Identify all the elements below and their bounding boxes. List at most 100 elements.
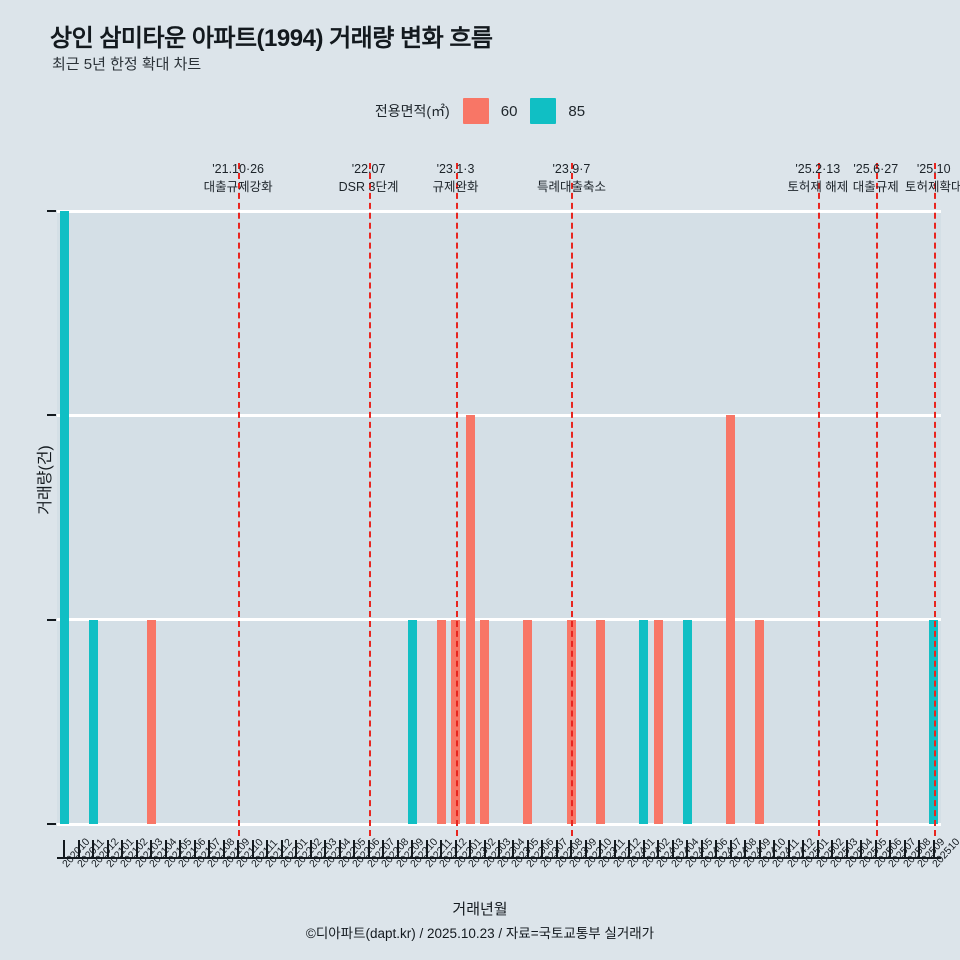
x-tick-mark <box>498 840 500 857</box>
legend-label-60: 60 <box>500 102 518 120</box>
legend-item-85[interactable]: 85 <box>530 98 585 124</box>
bar[interactable] <box>653 619 663 824</box>
annotation-line <box>933 163 936 836</box>
annotation-text: DSR 3단계 <box>338 180 399 195</box>
x-tick-mark <box>903 840 906 857</box>
x-axis-label: 거래년월 <box>452 901 508 918</box>
bar[interactable] <box>755 619 765 824</box>
x-tick-mark <box>570 840 573 857</box>
x-tick-mark <box>802 840 805 857</box>
x-tick-mark <box>512 840 515 857</box>
x-tick-mark <box>671 840 674 857</box>
annotation-line <box>875 163 878 836</box>
x-tick-mark <box>338 840 341 857</box>
x-tick-mark <box>729 840 732 857</box>
x-tick-mark <box>237 840 240 857</box>
x-tick-mark <box>63 840 66 857</box>
bar[interactable] <box>465 415 475 824</box>
x-tick-mark <box>135 840 138 857</box>
bar[interactable] <box>726 415 736 824</box>
annotation-text: 대출규제 <box>852 180 899 195</box>
annotation-label: '21.10·26 대출규제강화 <box>204 160 273 196</box>
x-tick-mark <box>425 840 428 857</box>
x-tick-mark <box>92 840 95 857</box>
x-tick-mark <box>889 840 892 857</box>
bar[interactable] <box>88 619 98 824</box>
annotation-line <box>238 163 241 836</box>
bar[interactable] <box>595 619 605 824</box>
gridline <box>57 209 941 213</box>
annotation-text: 대출규제강화 <box>203 180 273 195</box>
annotation-line <box>571 163 574 836</box>
gridline <box>57 822 941 826</box>
bar[interactable] <box>436 619 446 824</box>
x-tick-mark <box>526 840 529 857</box>
x-tick-mark <box>454 840 457 857</box>
x-tick-mark <box>700 840 703 857</box>
x-tick-mark <box>367 840 370 857</box>
bar[interactable] <box>639 619 649 824</box>
x-tick-mark <box>121 840 124 857</box>
y-tick-mark <box>47 618 56 621</box>
y-tick-mark <box>47 823 56 825</box>
gridline <box>57 413 941 417</box>
x-tick-mark <box>555 840 558 857</box>
annotation-date: '22.07 <box>351 162 386 176</box>
chart-subtitle: 최근 5년 한정 확대 차트 <box>52 56 202 73</box>
x-tick-mark <box>222 840 225 857</box>
x-tick-mark <box>440 840 443 857</box>
x-tick-mark <box>642 840 645 857</box>
legend-label-85: 85 <box>568 102 586 120</box>
annotation-text: 토허제확대 <box>904 180 960 195</box>
legend: 전용면적(㎡) 60 85 <box>0 98 960 124</box>
bar[interactable] <box>480 619 489 824</box>
annotation-date: '23.1·3 <box>436 162 475 176</box>
x-tick-mark <box>353 840 356 857</box>
annotation-label: '22.07 DSR 3단계 <box>339 160 399 196</box>
x-tick-mark <box>860 840 863 857</box>
y-axis-label: 거래량(건) <box>36 445 54 515</box>
legend-swatch-60 <box>462 98 489 124</box>
bar[interactable] <box>407 619 417 824</box>
footer-credit: ©디아파트(dapt.kr) / 2025.10.23 / 자료=국토교통부 실… <box>305 926 655 941</box>
x-tick-mark <box>932 840 935 857</box>
annotation-line <box>368 163 371 836</box>
annotation-text: 규제완화 <box>432 180 479 195</box>
x-tick-mark <box>193 840 196 857</box>
plot-area <box>57 163 941 836</box>
chart-title: 상인 삼미타운 아파트(1994) 거래량 변화 흐름 <box>50 25 493 52</box>
x-tick-mark <box>280 840 283 857</box>
bar[interactable] <box>59 211 69 824</box>
y-tick-mark <box>47 210 56 212</box>
x-tick-mark <box>77 840 80 857</box>
legend-item-60[interactable]: 60 <box>462 98 518 124</box>
x-tick-mark <box>396 840 399 857</box>
y-tick-mark <box>47 414 56 417</box>
x-tick-mark <box>251 840 254 857</box>
bar[interactable] <box>146 619 156 824</box>
annotation-label: '23.9·7 특례대출축소 <box>537 160 606 196</box>
gridline <box>57 618 941 622</box>
x-tick-mark <box>816 840 819 857</box>
annotation-date: '25.6·27 <box>853 162 899 176</box>
annotation-label: '25.6·27 대출규제 <box>853 160 899 196</box>
x-tick-mark <box>657 840 660 857</box>
x-tick-mark <box>164 840 167 857</box>
bar[interactable] <box>523 619 533 824</box>
bar[interactable] <box>682 619 692 824</box>
x-tick-mark <box>758 840 761 857</box>
annotation-date: '23.9·7 <box>552 162 591 176</box>
x-axis-line <box>57 857 941 859</box>
x-tick-mark <box>382 840 385 857</box>
annotation-line <box>455 163 458 836</box>
annotation-date: '25.2·13 <box>795 162 841 176</box>
x-tick-mark <box>744 840 747 857</box>
x-tick-mark <box>295 840 298 857</box>
x-tick-mark <box>411 840 414 857</box>
x-tick-mark <box>106 840 109 857</box>
x-tick-mark <box>584 840 587 857</box>
x-tick-mark <box>309 840 312 857</box>
x-tick-mark <box>208 840 211 857</box>
annotation-label: '25.10 토허제확대 <box>905 160 960 196</box>
